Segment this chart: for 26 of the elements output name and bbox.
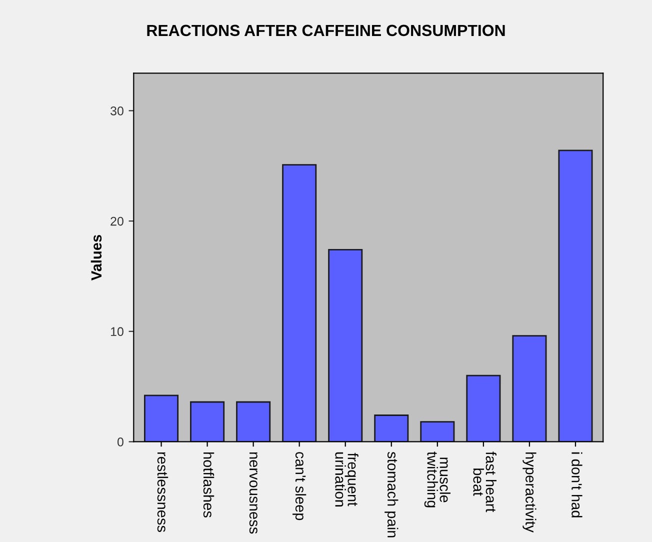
x-tick-label: muscle twitching	[424, 452, 450, 508]
bar	[328, 249, 363, 442]
x-tick-label: stomach pain	[384, 452, 398, 538]
y-axis-title: Values	[90, 234, 102, 280]
bar	[282, 164, 317, 442]
bar	[144, 394, 179, 442]
bar	[512, 335, 547, 442]
x-tick-label: i don't had	[572, 452, 582, 518]
bar	[190, 401, 225, 442]
y-tick-label: 30	[110, 106, 124, 116]
bar	[236, 401, 271, 442]
x-tick-label: fast heart beat	[473, 452, 497, 512]
x-tick-label: can't sleep	[292, 452, 306, 520]
bar	[420, 421, 455, 442]
bar	[374, 414, 409, 442]
bar	[466, 374, 501, 442]
x-tick-label: hyperactivity	[522, 452, 536, 532]
x-tick-label: frequent urination	[335, 452, 358, 506]
x-tick-label: nervousness	[249, 452, 258, 534]
y-tick-label: 0	[117, 438, 124, 446]
bar	[558, 150, 593, 442]
y-tick-label: 20	[110, 216, 124, 226]
x-tick-label: restlessness	[157, 452, 168, 532]
y-tick-label: 10	[110, 327, 124, 336]
chart-title: REACTIONS AFTER CAFFEINE CONSUMPTION	[147, 24, 505, 36]
x-tick-label: hotflashes	[203, 452, 214, 518]
